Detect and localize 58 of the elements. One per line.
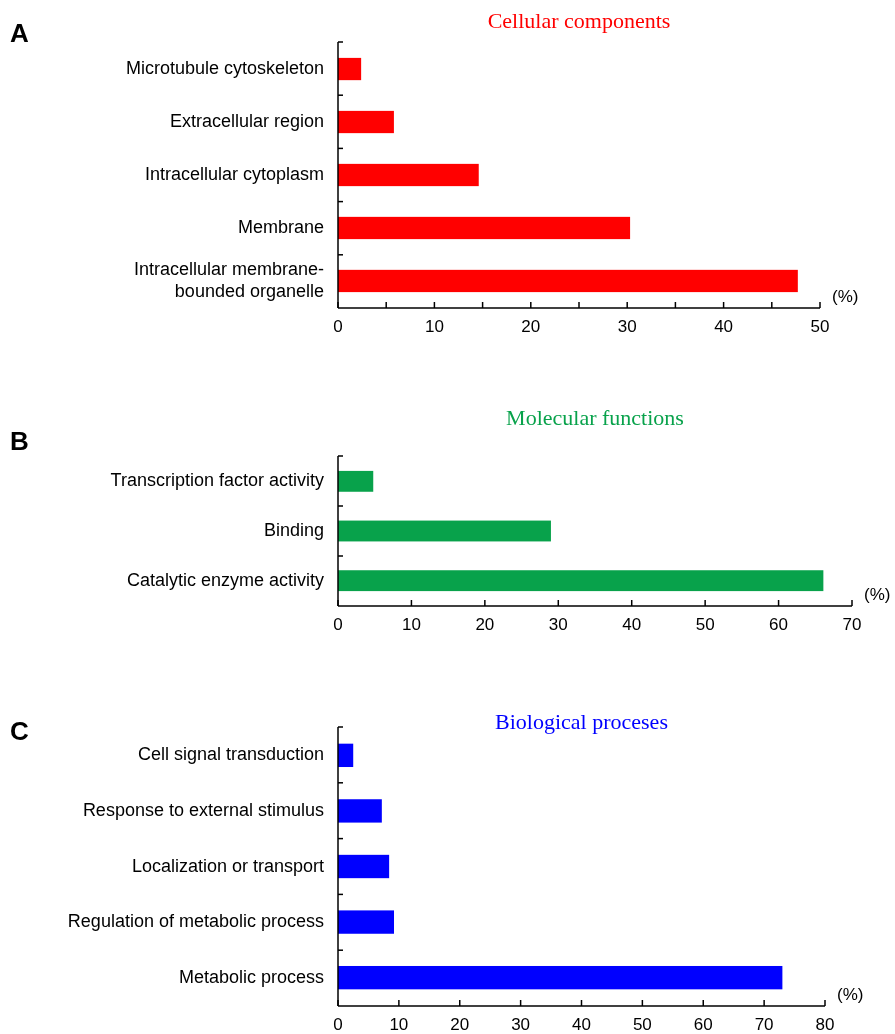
x-tick-label: 30	[617, 317, 637, 336]
x-tick-label: 60	[769, 615, 789, 634]
y-tick-label: Intracellular cytoplasm	[144, 163, 324, 184]
y-tick-label: Response to external stimulus	[82, 799, 324, 820]
bar	[338, 269, 798, 293]
text: B	[10, 426, 29, 456]
y-tick-label: Membrane	[237, 216, 324, 237]
y-tick-label: Binding	[263, 519, 324, 540]
text: A	[10, 18, 29, 48]
x-tick-label: 0	[333, 615, 343, 634]
bar	[338, 799, 382, 823]
y-tick-label: Localization or transport	[131, 855, 324, 876]
chart-title: Cellular components	[487, 8, 671, 33]
bar	[338, 965, 783, 990]
bar	[338, 743, 354, 768]
x-tick-label: 20	[450, 1015, 470, 1034]
x-tick-label: 60	[693, 1015, 713, 1034]
bar	[338, 163, 479, 187]
y-tick-label: Regulation of metabolic process	[67, 910, 324, 931]
y-tick-label: Cell signal transduction	[137, 744, 324, 765]
chart-title: Biological proceses	[495, 709, 668, 734]
y-tick-label: Catalytic enzyme activity	[126, 569, 324, 590]
bar	[338, 910, 395, 934]
x-tick-label: 30	[548, 615, 568, 634]
x-axis-title: (%)	[832, 287, 859, 306]
text: C	[10, 716, 29, 746]
x-tick-label: 50	[632, 1015, 652, 1034]
x-tick-label: 10	[401, 615, 421, 634]
y-tick-label: Extracellular region	[169, 110, 324, 131]
x-tick-label: 20	[475, 615, 495, 634]
x-tick-label: 50	[695, 615, 715, 634]
bar	[338, 110, 394, 134]
x-tick-label: 50	[810, 317, 830, 336]
x-tick-label: 40	[572, 1015, 591, 1034]
y-tick-label: Transcription factor activity	[110, 470, 324, 491]
y-tick-label: Metabolic process	[178, 966, 324, 987]
x-tick-label: 0	[333, 1015, 343, 1034]
bar	[338, 520, 551, 542]
bar	[338, 570, 824, 592]
bar	[338, 216, 631, 240]
y-tick-label: Intracellular membrane-bounded organelle	[133, 258, 324, 301]
x-tick-label: 70	[754, 1015, 774, 1034]
x-tick-label: 40	[714, 317, 734, 336]
bar	[338, 470, 374, 492]
y-tick-label: Microtubule cytoskeleton	[125, 57, 324, 78]
x-tick-label: 40	[622, 615, 642, 634]
x-tick-label: 0	[333, 317, 343, 336]
x-axis-title: (%)	[837, 985, 864, 1004]
x-axis-title: (%)	[864, 585, 891, 604]
x-tick-label: 70	[842, 615, 862, 634]
x-tick-label: 80	[815, 1015, 835, 1034]
bar	[338, 57, 362, 81]
bar	[338, 854, 390, 879]
x-tick-label: 10	[389, 1015, 409, 1034]
x-tick-label: 30	[511, 1015, 531, 1034]
x-tick-label: 20	[521, 317, 541, 336]
x-tick-label: 10	[424, 317, 444, 336]
chart-title: Molecular functions	[506, 405, 684, 430]
